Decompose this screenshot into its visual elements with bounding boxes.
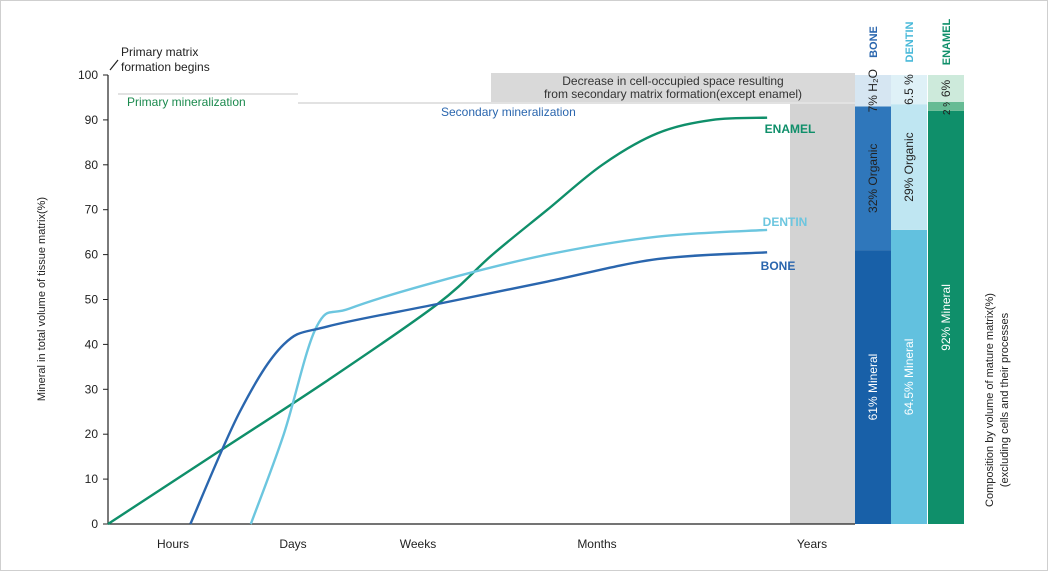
- bar-segment: [855, 106, 891, 251]
- decrease-annotation-line1: Decrease in cell-occupied space resultin…: [562, 74, 783, 88]
- x-tick-label: Weeks: [400, 537, 436, 551]
- right-axis-label-line2: (excluding cells and their processes: [999, 312, 1011, 487]
- bar-segment: [855, 75, 891, 107]
- bar-segment-label: 6.5 %: [902, 74, 916, 105]
- bar-name-dentin: DENTIN: [904, 21, 916, 62]
- bar-segment-label: 7% H₂O: [866, 69, 880, 112]
- bar-segment-label: 61% Mineral: [866, 354, 880, 421]
- bar-name-bone: BONE: [868, 26, 880, 58]
- bar-segment: [891, 229, 927, 524]
- y-tick-label: 60: [85, 248, 99, 262]
- primary-matrix-pointer: [109, 59, 119, 71]
- series-label-enamel: ENAMEL: [765, 122, 816, 136]
- x-tick-label: Hours: [157, 537, 189, 551]
- decrease-annotation-line2: from secondary matrix formation(except e…: [544, 87, 802, 101]
- composition-bar-bone: 61% Mineral 32% Organic 7% H₂O BONE: [855, 26, 891, 525]
- secondary-mineralization-label: Secondary mineralization: [441, 105, 576, 119]
- y-tick-label: 80: [85, 158, 99, 172]
- primary-matrix-annotation-line1: Primary matrix: [121, 45, 198, 59]
- bar-name-enamel: ENAMEL: [941, 19, 953, 66]
- y-tick-label: 70: [85, 203, 99, 217]
- years-band: [790, 75, 855, 524]
- composition-bar-dentin: 64.5% Mineral 29% Organic 6.5 % DENTIN: [891, 21, 927, 524]
- y-tick-label: 90: [85, 113, 99, 127]
- y-tick-label: 0: [91, 517, 98, 531]
- bar-segment-label: 6%: [939, 79, 953, 97]
- bar-segment: [891, 104, 927, 230]
- bar-segment: [928, 75, 964, 102]
- bar-segment-label: 64.5% Mineral: [902, 339, 916, 416]
- bar-segment: [891, 75, 927, 105]
- y-tick-label: 100: [78, 68, 98, 82]
- series-label-bone: BONE: [761, 259, 796, 273]
- y-tick-label: 30: [85, 382, 99, 396]
- y-axis-label: Mineral in total volume of tissue matrix…: [36, 197, 48, 401]
- x-tick-label: Months: [577, 537, 616, 551]
- bar-segment-label: 32% Organic: [866, 144, 880, 213]
- bar-segment-label: 92% Mineral: [939, 284, 953, 351]
- right-axis-label-line1: Composition by volume of mature matrix(%…: [984, 293, 996, 507]
- y-tick-label: 50: [85, 293, 99, 307]
- series-line-bone: [189, 251, 768, 525]
- x-tick-label: Days: [279, 537, 306, 551]
- bar-segment-label: 2 %: [942, 98, 953, 115]
- decrease-banner: [491, 73, 855, 102]
- primary-mineralization-label: Primary mineralization: [127, 95, 246, 109]
- bar-segment: [928, 101, 964, 111]
- x-tick-label: Years: [797, 537, 827, 551]
- y-tick-label: 20: [85, 427, 99, 441]
- series-line-dentin: [249, 228, 768, 525]
- series-line-enamel: [107, 116, 768, 526]
- composition-bar-enamel: 92% Mineral 2 %6% ENAMEL: [928, 19, 964, 525]
- bar-segment-label: 29% Organic: [902, 132, 916, 201]
- y-tick-label: 40: [85, 337, 99, 351]
- bar-segment: [855, 250, 891, 525]
- bar-segment: [928, 110, 964, 525]
- primary-matrix-annotation-line2: formation begins: [121, 60, 210, 74]
- y-tick-label: 10: [85, 472, 99, 486]
- series-label-dentin: DENTIN: [763, 215, 808, 229]
